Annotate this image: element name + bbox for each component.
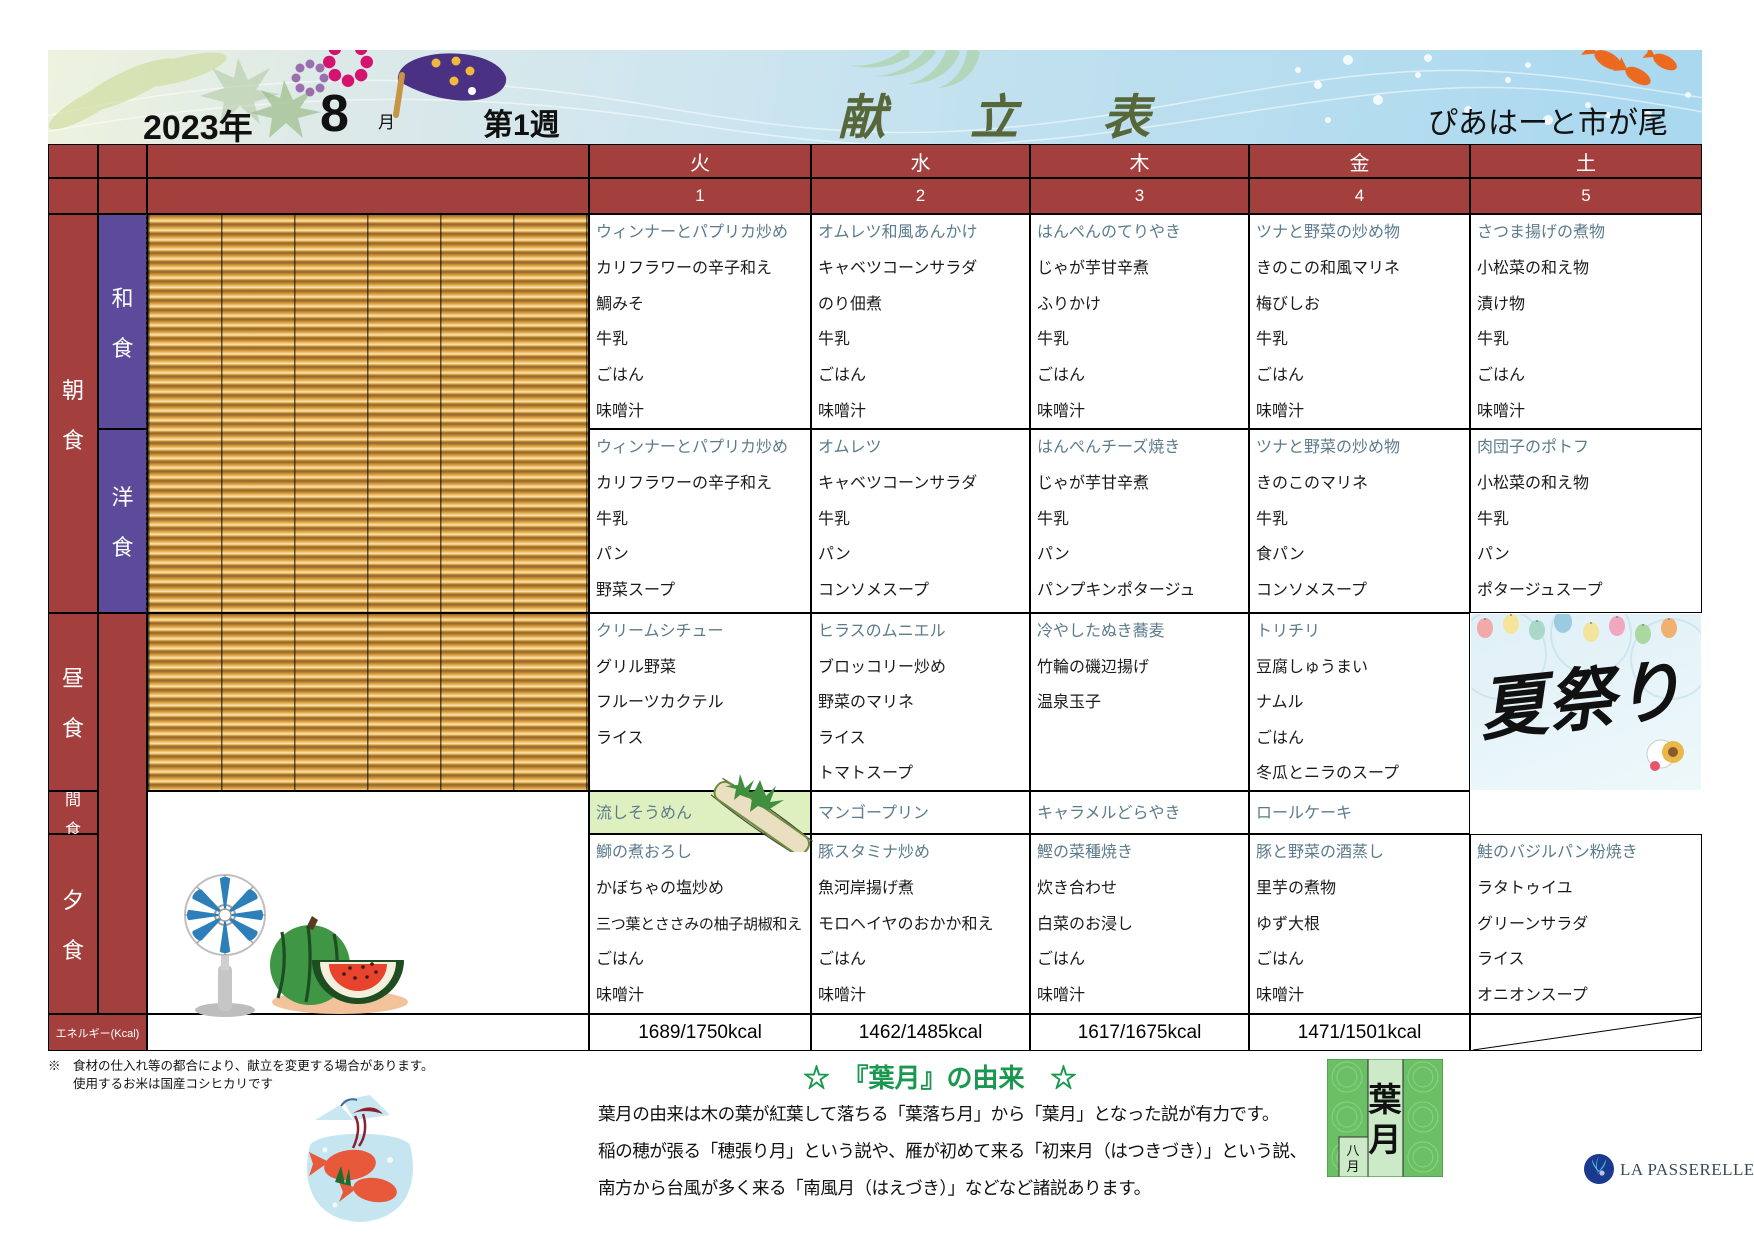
svg-text:月: 月	[1369, 1123, 1402, 1159]
svg-text:夏祭り: 夏祭り	[1476, 652, 1687, 749]
svg-text:月: 月	[1346, 1159, 1359, 1174]
svg-text:八: 八	[1346, 1143, 1359, 1158]
svg-text:葉: 葉	[1368, 1082, 1403, 1119]
svg-text:LA PASSERELLE: LA PASSERELLE	[1620, 1160, 1753, 1179]
